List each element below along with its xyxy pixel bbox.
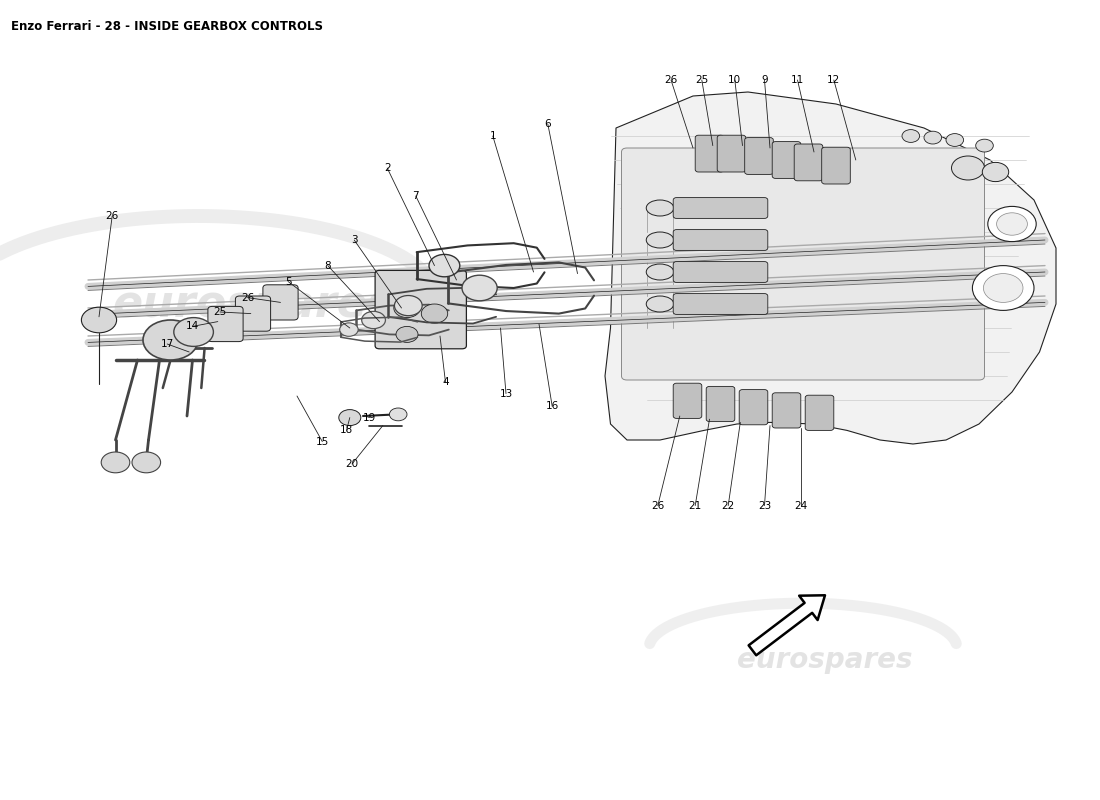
Circle shape	[339, 410, 361, 426]
FancyBboxPatch shape	[745, 138, 773, 174]
Text: 16: 16	[546, 402, 559, 411]
Circle shape	[462, 275, 497, 301]
Circle shape	[946, 134, 964, 146]
Text: 19: 19	[363, 413, 376, 422]
Circle shape	[902, 130, 920, 142]
Circle shape	[362, 311, 385, 329]
FancyBboxPatch shape	[673, 230, 768, 250]
Text: 20: 20	[345, 459, 359, 469]
Text: 25: 25	[213, 307, 227, 317]
Text: 13: 13	[499, 389, 513, 398]
Text: 14: 14	[186, 322, 199, 331]
Circle shape	[394, 298, 420, 318]
Circle shape	[429, 254, 460, 277]
Circle shape	[132, 452, 161, 473]
Circle shape	[389, 408, 407, 421]
Ellipse shape	[647, 200, 673, 216]
FancyBboxPatch shape	[208, 306, 243, 342]
Circle shape	[972, 266, 1034, 310]
FancyBboxPatch shape	[794, 144, 823, 181]
Circle shape	[924, 131, 942, 144]
Circle shape	[340, 323, 359, 336]
Text: 9: 9	[761, 75, 768, 85]
Text: 4: 4	[442, 378, 449, 387]
Text: 26: 26	[651, 501, 664, 510]
Text: eurospares: eurospares	[737, 646, 913, 674]
FancyBboxPatch shape	[772, 393, 801, 428]
Polygon shape	[605, 92, 1056, 444]
Text: 2: 2	[384, 163, 390, 173]
Circle shape	[997, 213, 1027, 235]
FancyBboxPatch shape	[706, 386, 735, 422]
Circle shape	[396, 326, 418, 342]
Circle shape	[982, 162, 1009, 182]
Circle shape	[101, 452, 130, 473]
Text: 26: 26	[241, 293, 254, 302]
FancyArrowPatch shape	[749, 595, 825, 655]
Text: 1: 1	[490, 131, 496, 141]
Ellipse shape	[647, 264, 673, 280]
Text: 23: 23	[758, 501, 771, 510]
Circle shape	[983, 274, 1023, 302]
Text: 5: 5	[285, 277, 292, 286]
FancyBboxPatch shape	[673, 198, 768, 218]
FancyBboxPatch shape	[717, 135, 746, 172]
Ellipse shape	[647, 232, 673, 248]
FancyBboxPatch shape	[673, 262, 768, 282]
Text: 15: 15	[316, 437, 329, 446]
Ellipse shape	[647, 296, 673, 312]
Circle shape	[952, 156, 984, 180]
Text: 21: 21	[689, 501, 702, 510]
Text: 8: 8	[324, 261, 331, 270]
FancyBboxPatch shape	[263, 285, 298, 320]
FancyBboxPatch shape	[375, 270, 466, 349]
Text: 24: 24	[794, 501, 807, 510]
Text: 25: 25	[695, 75, 708, 85]
Text: 17: 17	[161, 339, 174, 349]
Text: 18: 18	[340, 426, 353, 435]
FancyBboxPatch shape	[739, 390, 768, 425]
Text: 11: 11	[791, 75, 804, 85]
Text: 10: 10	[728, 75, 741, 85]
FancyBboxPatch shape	[235, 296, 271, 331]
Circle shape	[143, 320, 198, 360]
Circle shape	[81, 307, 117, 333]
Text: 3: 3	[351, 235, 358, 245]
Text: 12: 12	[827, 75, 840, 85]
FancyBboxPatch shape	[772, 142, 801, 178]
Text: eurospares: eurospares	[112, 282, 394, 326]
Text: 26: 26	[664, 75, 678, 85]
Text: 7: 7	[412, 191, 419, 201]
Circle shape	[976, 139, 993, 152]
FancyBboxPatch shape	[805, 395, 834, 430]
Text: 22: 22	[722, 501, 735, 510]
FancyBboxPatch shape	[673, 294, 768, 314]
Circle shape	[395, 295, 422, 316]
FancyBboxPatch shape	[822, 147, 850, 184]
FancyBboxPatch shape	[673, 383, 702, 418]
FancyBboxPatch shape	[621, 148, 984, 380]
FancyBboxPatch shape	[695, 135, 724, 172]
Text: Enzo Ferrari - 28 - INSIDE GEARBOX CONTROLS: Enzo Ferrari - 28 - INSIDE GEARBOX CONTR…	[11, 20, 323, 33]
Circle shape	[988, 206, 1036, 242]
Text: 26: 26	[106, 211, 119, 221]
Circle shape	[421, 304, 448, 323]
Text: 6: 6	[544, 119, 551, 129]
Circle shape	[174, 318, 213, 346]
